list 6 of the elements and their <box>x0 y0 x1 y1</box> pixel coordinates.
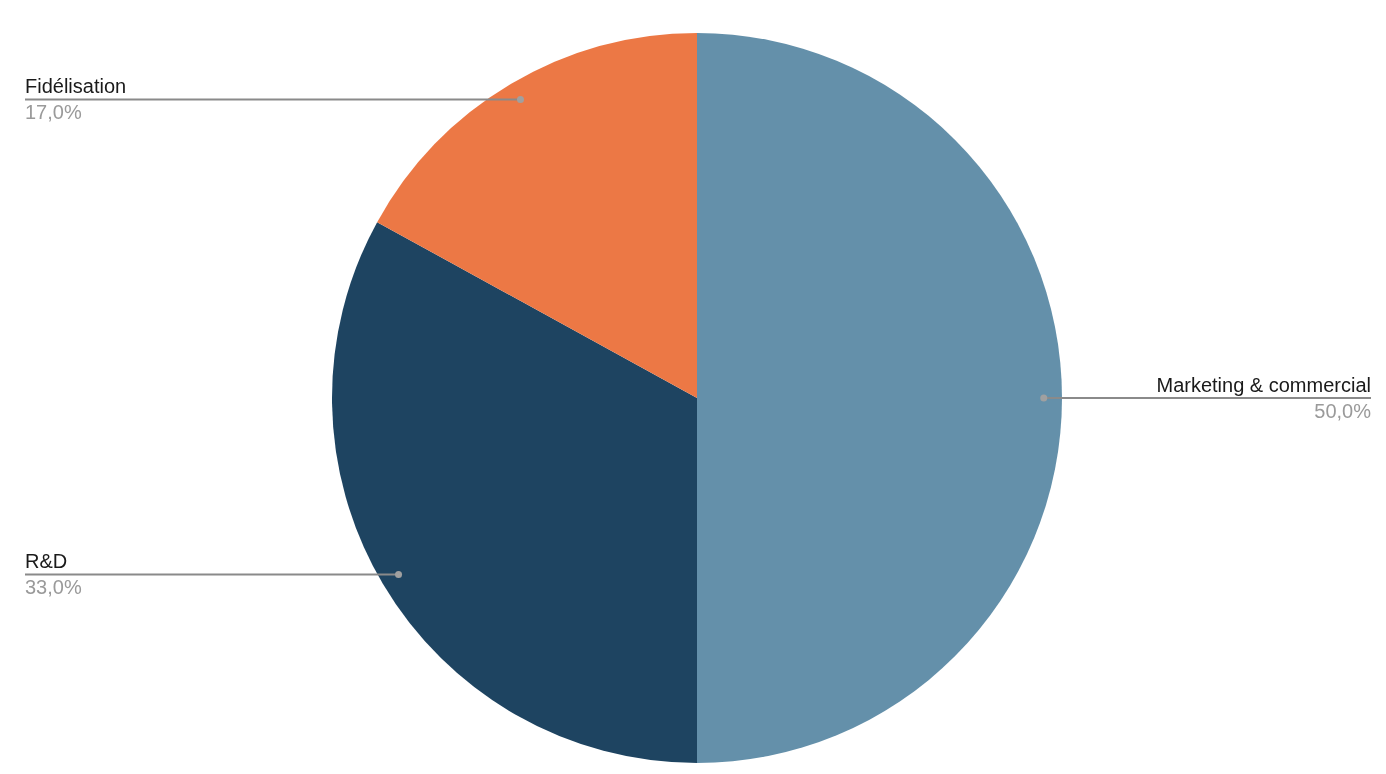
slice-label: Marketing & commercial <box>1156 373 1371 396</box>
data-label: 33,0% <box>25 576 82 599</box>
slice-label: R&D <box>25 550 68 573</box>
data-label: 50,0% <box>1314 399 1372 422</box>
slice-label: Fidélisation <box>25 75 127 98</box>
data-label: 17,0% <box>25 101 82 124</box>
